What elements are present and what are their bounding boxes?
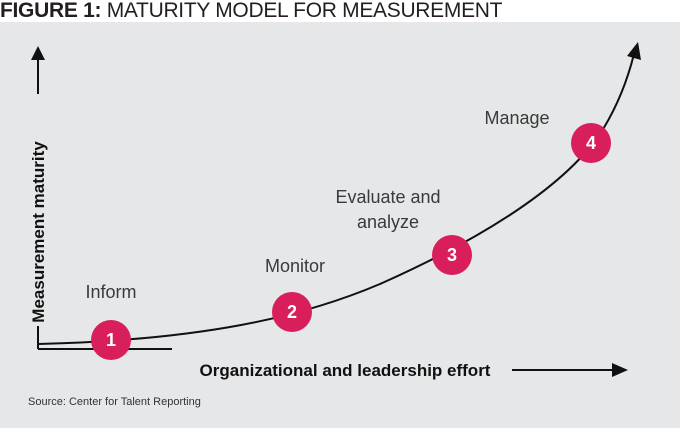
y-axis-arrowhead (31, 46, 45, 60)
x-axis-label: Organizational and leadership effort (200, 361, 491, 380)
stage-number-3: 3 (447, 245, 457, 265)
maturity-diagram: Measurement maturity Organizational and … (28, 42, 641, 408)
figure-title: FIGURE 1: MATURITY MODEL FOR MEASUREMENT (0, 0, 502, 22)
figure-title-text: MATURITY MODEL FOR MEASUREMENT (106, 0, 503, 22)
stage-label-monitor: Monitor (265, 256, 325, 276)
stage-number-4: 4 (586, 133, 596, 153)
source-note: Source: Center for Talent Reporting (28, 396, 201, 408)
stage-badge-3: 3 (432, 235, 472, 275)
stage-number-1: 1 (106, 330, 116, 350)
y-axis-label: Measurement maturity (29, 141, 48, 323)
stage-number-2: 2 (287, 302, 297, 322)
stage-label-evaluate-line1: Evaluate and (335, 187, 440, 207)
stage-badge-2: 2 (272, 292, 312, 332)
curve-arrowhead (627, 42, 641, 60)
figure-number: FIGURE 1: (0, 0, 102, 22)
stage-badge-4: 4 (571, 123, 611, 163)
stage-label-manage: Manage (484, 108, 549, 128)
stage-badge-1: 1 (91, 320, 131, 360)
x-axis-arrowhead (612, 363, 628, 377)
diagram-panel: Measurement maturity Organizational and … (0, 22, 680, 428)
stage-label-evaluate-line2: analyze (357, 212, 419, 232)
stage-label-inform: Inform (85, 282, 136, 302)
